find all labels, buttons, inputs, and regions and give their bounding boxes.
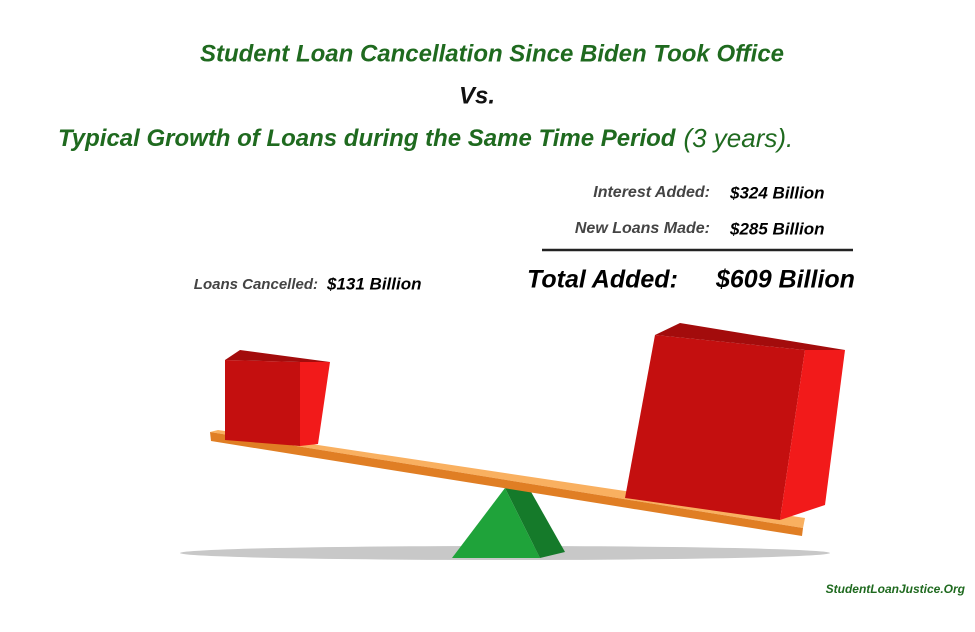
- small-box-top: [225, 350, 330, 362]
- title-line1: Student Loan Cancellation Since Biden To…: [200, 40, 784, 67]
- title-line2: Typical Growth of Loans during the Same …: [58, 123, 793, 153]
- cancelled-value: $131 Billion: [326, 274, 421, 293]
- title-line2-suffix: (3 years).: [683, 123, 793, 153]
- cancelled-label: Loans Cancelled:: [194, 276, 318, 293]
- title-line2-main: Typical Growth of Loans during the Same …: [58, 125, 677, 152]
- plank-side: [210, 432, 803, 536]
- interest-value: $324 Billion: [729, 183, 824, 202]
- big-box-side: [780, 350, 845, 520]
- total-label: Total Added:: [527, 266, 678, 294]
- new-loans-value: $285 Billion: [729, 219, 824, 238]
- total-value: $609 Billion: [715, 266, 855, 294]
- fulcrum-side: [505, 488, 565, 558]
- fulcrum: [452, 488, 540, 558]
- plank-top: [210, 430, 805, 528]
- small-box-side: [300, 362, 330, 446]
- small-box-front: [225, 360, 300, 446]
- interest-label: Interest Added:: [593, 184, 710, 201]
- big-box-top: [655, 323, 845, 350]
- title-vs: Vs.: [459, 82, 495, 109]
- big-box-front: [625, 335, 805, 520]
- footer: StudentLoanJustice.Org: [826, 582, 966, 596]
- new-loans-label: New Loans Made:: [575, 220, 710, 237]
